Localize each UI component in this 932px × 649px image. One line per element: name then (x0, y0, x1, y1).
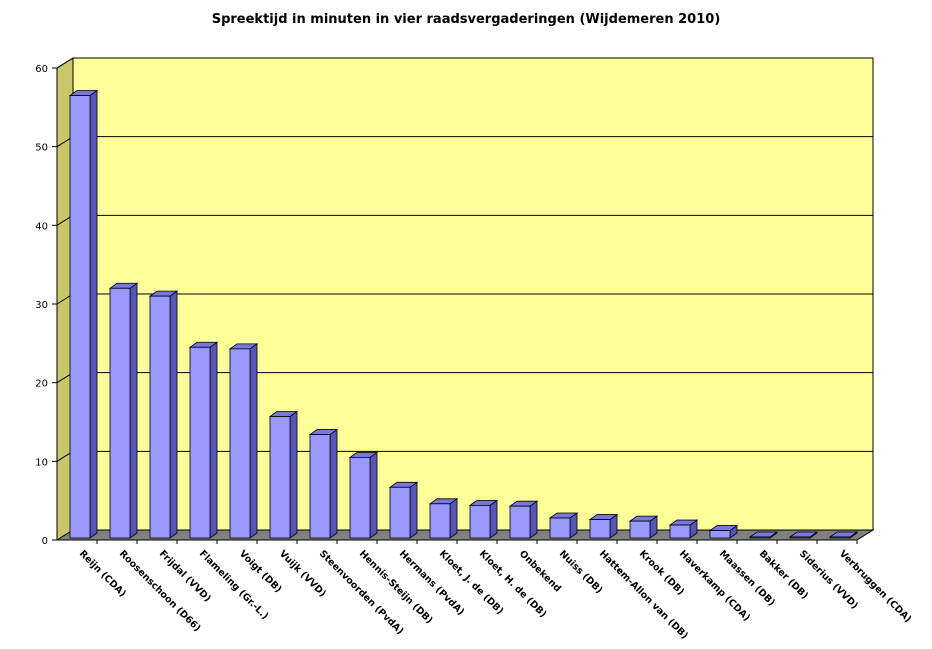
bar-side (489, 499, 498, 539)
bar (748, 531, 779, 539)
plot-area (55, 57, 875, 541)
bar (708, 524, 739, 539)
bar (588, 513, 619, 539)
bar (828, 531, 859, 539)
bar-side (409, 481, 418, 539)
bar-front (669, 524, 691, 539)
y-axis-ticks: 0 10 20 30 40 50 60 (35, 64, 48, 547)
bar-front (469, 504, 491, 539)
bar (668, 519, 699, 539)
chart-title: Spreektijd in minuten in vier raadsverga… (211, 12, 721, 27)
x-category-label: Haverkamp (CDA) (677, 548, 752, 623)
y-tick-label: 40 (35, 221, 48, 232)
bar-front (709, 530, 731, 539)
bar-front (509, 505, 531, 539)
x-category-label: Roosenschoon (D66) (117, 548, 203, 634)
bar (788, 531, 819, 539)
bar (68, 89, 99, 539)
bar-side (529, 500, 538, 539)
y-tick-label: 0 (42, 536, 48, 547)
x-category-label: Steenvoorden (PvdA) (317, 548, 406, 637)
gridline-side (56, 57, 74, 69)
bar-front (389, 486, 411, 539)
gridlines (56, 57, 873, 462)
bar-side (209, 341, 218, 539)
bar-front (309, 434, 331, 539)
y-tick-label: 20 (35, 379, 48, 390)
y-tick-label: 50 (35, 143, 48, 154)
bar-front (829, 536, 851, 539)
bar-front (149, 295, 171, 539)
bar (148, 290, 179, 539)
bar (228, 343, 259, 539)
bar (188, 341, 219, 539)
bar-front (229, 348, 251, 539)
x-category-label: Verbruggen (CDA) (837, 548, 914, 625)
bar (388, 481, 419, 539)
bar-front (429, 503, 451, 539)
bar-side (449, 498, 458, 539)
bar (508, 500, 539, 539)
bar-front (629, 520, 651, 539)
bar (428, 498, 459, 539)
bar-front (789, 536, 811, 539)
bar-side (369, 451, 378, 539)
floor (55, 529, 875, 541)
bar-front (549, 517, 571, 539)
bar-side (89, 89, 98, 539)
bar-front (589, 519, 611, 539)
x-axis-labels: Reijn (CDA)Roosenschoon (D66)Frijdal (VV… (77, 548, 914, 641)
bar-front (189, 346, 211, 539)
bar-front (349, 456, 371, 539)
x-category-label: Flameling (Gr.-L.) (197, 548, 270, 621)
y-tick-label: 60 (35, 64, 48, 75)
bar (628, 515, 659, 539)
bar-front (749, 536, 771, 539)
bars (68, 89, 859, 539)
bar (468, 499, 499, 539)
y-tick-label: 30 (35, 300, 48, 311)
bar (108, 282, 139, 539)
bar-front (69, 95, 91, 539)
bar-front (269, 416, 291, 539)
x-category-label: Kloet, H. de (DB) (477, 548, 549, 620)
bar (308, 428, 339, 539)
bar-side (169, 290, 178, 539)
bar (548, 512, 579, 539)
bar-side (129, 282, 138, 539)
bar-side (249, 343, 258, 539)
bar-front (109, 287, 131, 539)
bar-side (329, 428, 338, 539)
bar (348, 451, 379, 539)
x-category-label: Hennis-Steijn (DB) (357, 548, 435, 626)
bar-side (289, 410, 298, 539)
axes (52, 67, 858, 544)
bar (268, 410, 299, 539)
y-tick-label: 10 (35, 457, 48, 468)
